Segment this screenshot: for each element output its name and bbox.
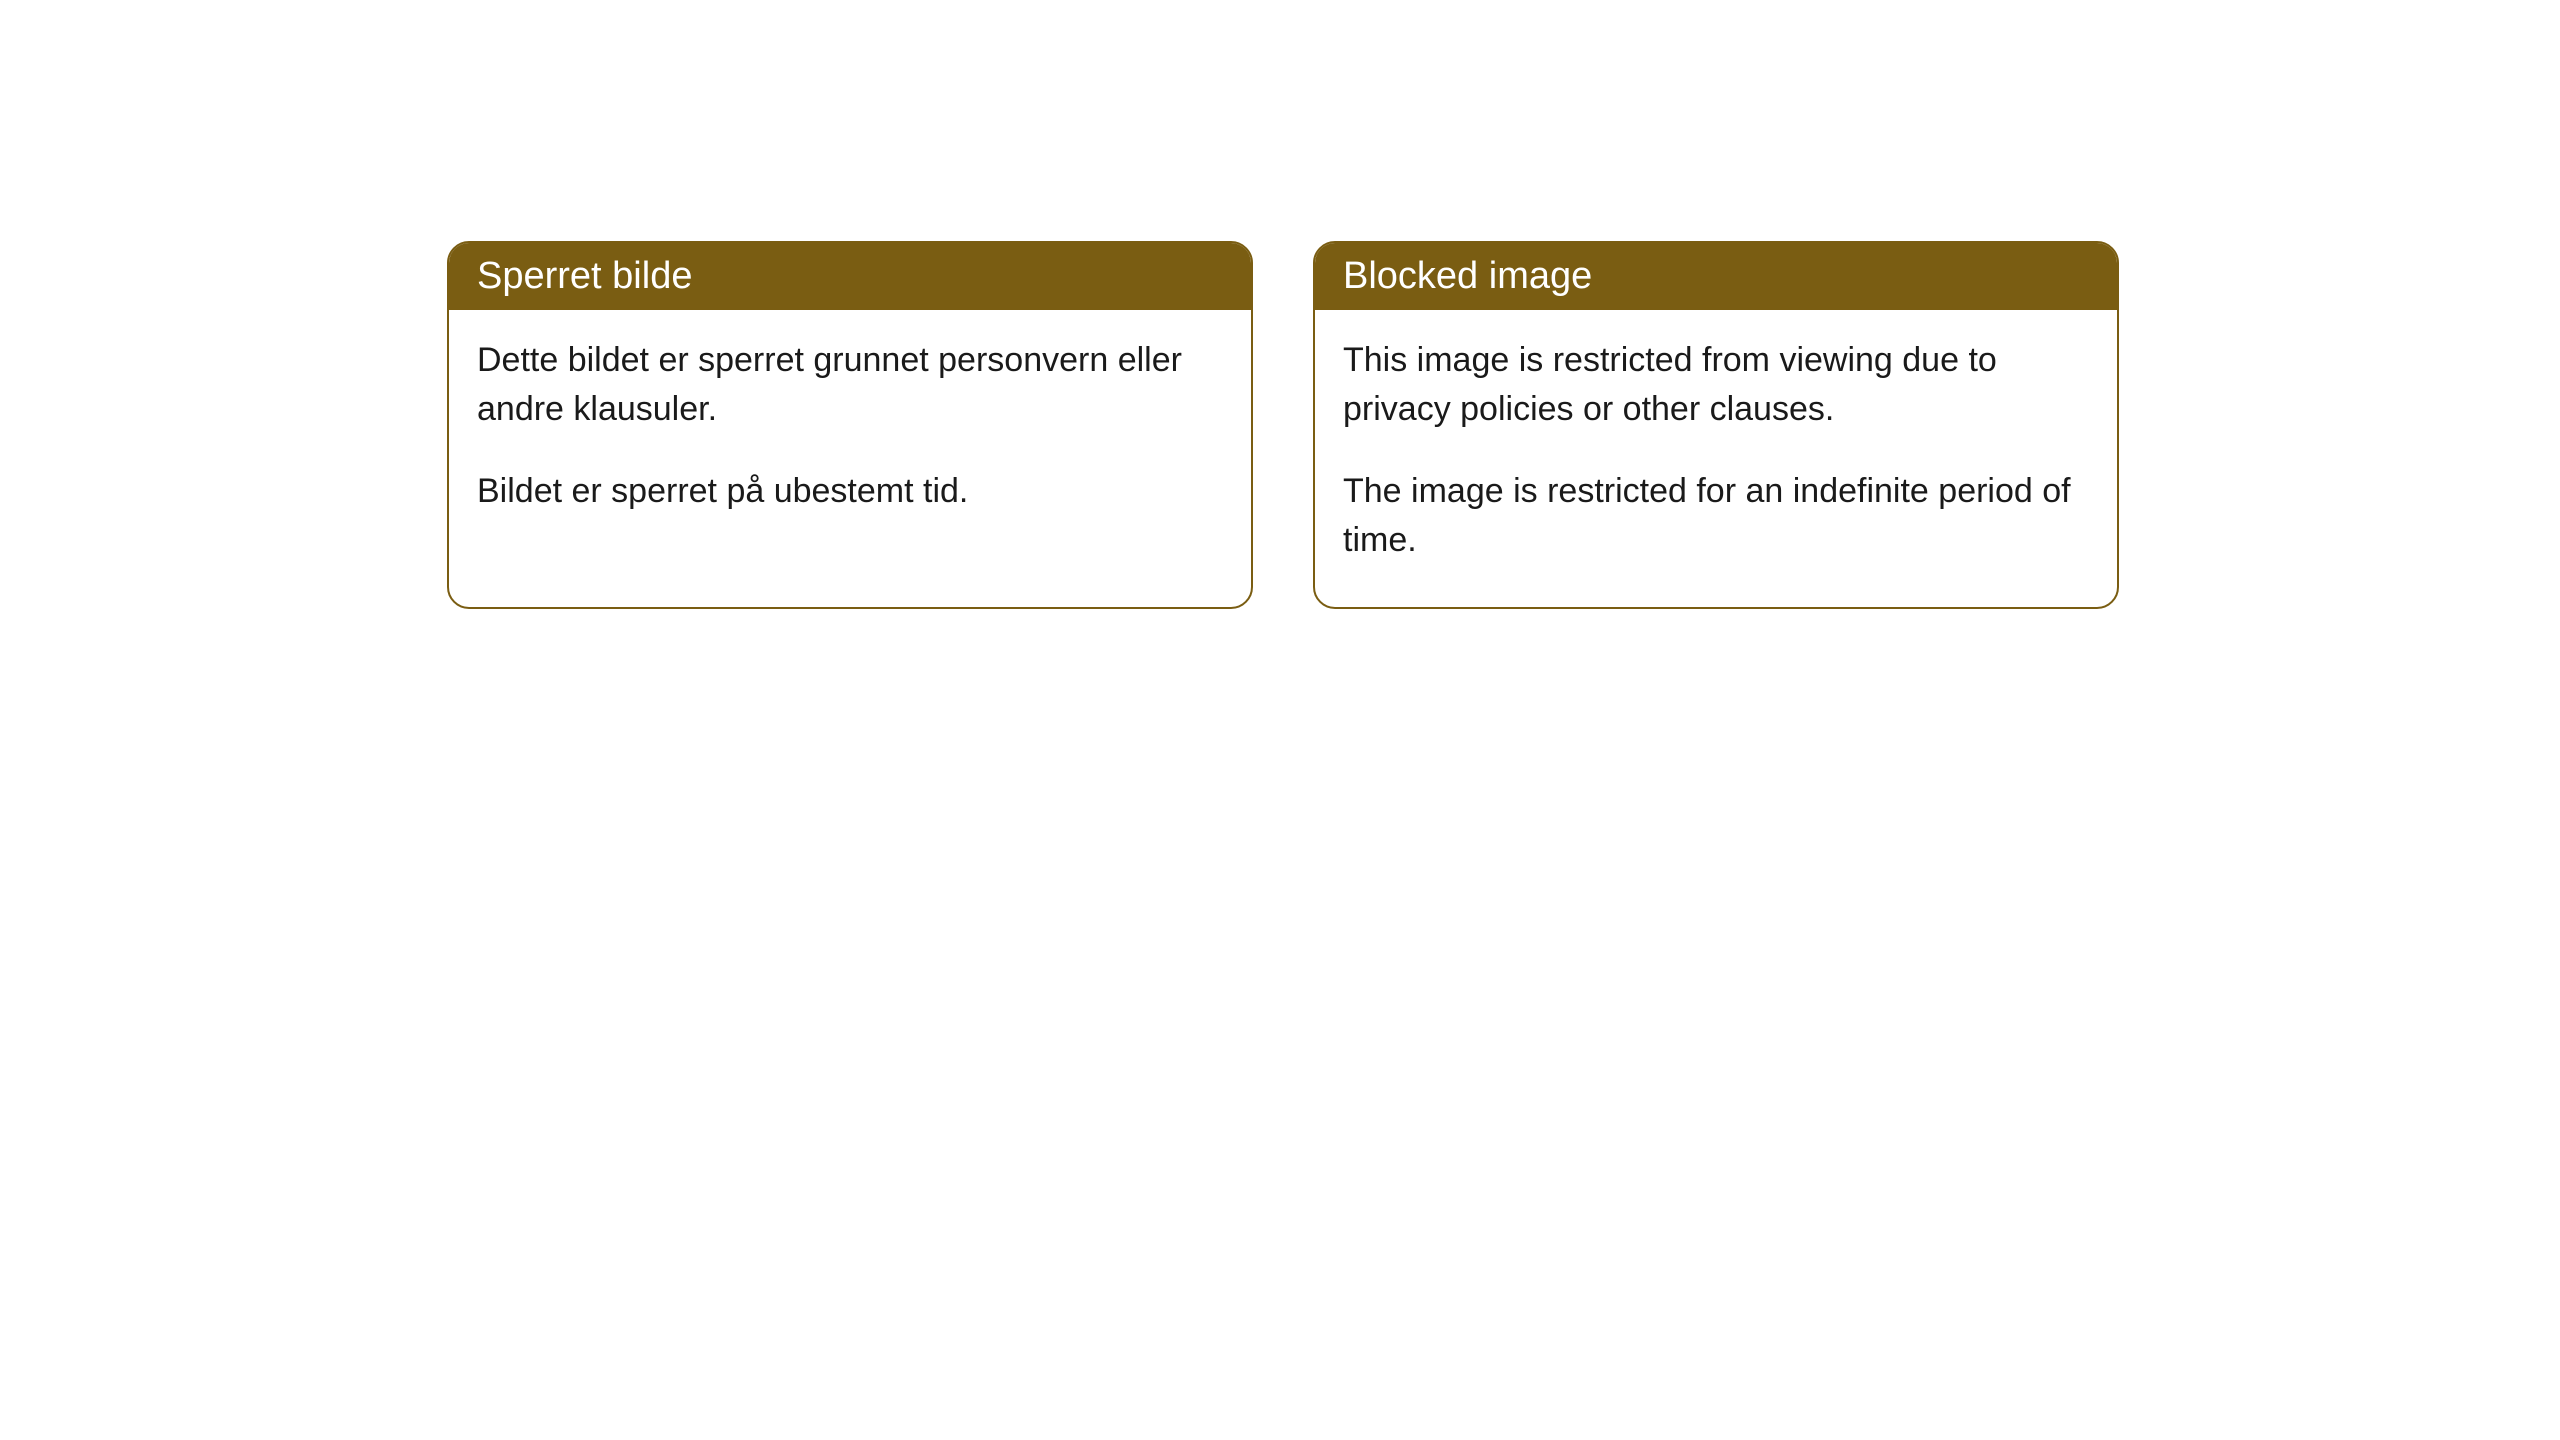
notice-card-container: Sperret bilde Dette bildet er sperret gr… (447, 241, 2119, 609)
card-header: Blocked image (1315, 243, 2117, 310)
card-paragraph: Bildet er sperret på ubestemt tid. (477, 467, 1223, 516)
card-paragraph: This image is restricted from viewing du… (1343, 336, 2089, 435)
card-title: Sperret bilde (477, 255, 692, 297)
card-body: Dette bildet er sperret grunnet personve… (449, 310, 1251, 558)
card-title: Blocked image (1343, 255, 1592, 297)
card-header: Sperret bilde (449, 243, 1251, 310)
card-paragraph: The image is restricted for an indefinit… (1343, 467, 2089, 566)
notice-card-norwegian: Sperret bilde Dette bildet er sperret gr… (447, 241, 1253, 609)
card-body: This image is restricted from viewing du… (1315, 310, 2117, 607)
notice-card-english: Blocked image This image is restricted f… (1313, 241, 2119, 609)
card-paragraph: Dette bildet er sperret grunnet personve… (477, 336, 1223, 435)
